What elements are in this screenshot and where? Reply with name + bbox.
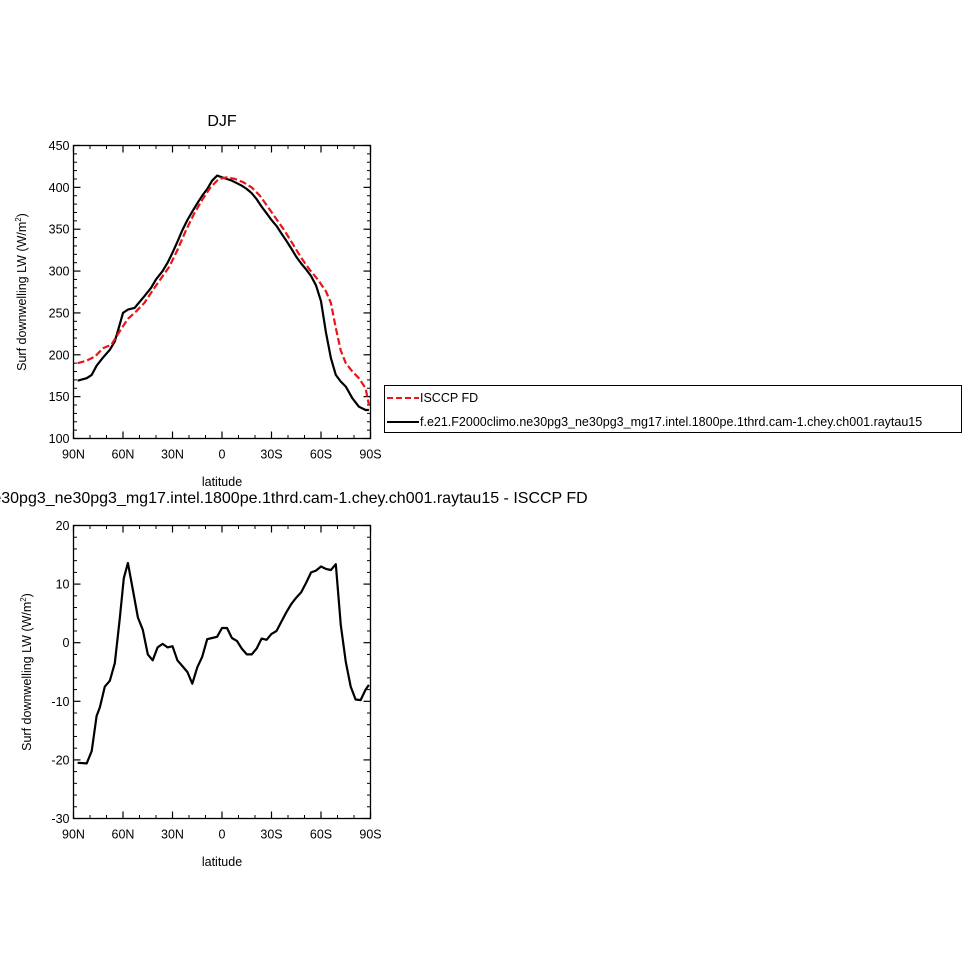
bottom-x-tick-label: 30S [260,828,282,842]
top-y-tick-label: 300 [49,265,70,279]
legend: ISCCP FD f.e21.F2000climo.ne30pg3_ne30pg… [384,385,962,433]
top-y-tick-label: 100 [49,432,70,446]
top-x-axis-label: latitude [202,475,242,489]
bottom-y-tick-label: -10 [51,695,69,709]
bottom-x-tick-label: 60N [112,828,135,842]
top-x-tick-label: 0 [219,448,226,462]
bottom-x-axis-label: latitude [202,855,242,869]
top-y-tick-label: 350 [49,223,70,237]
bottom-series-line-0 [77,561,370,765]
bottom-y-tick-label: 10 [56,578,70,592]
bottom-panel: f.e21.F2000climo.ne30pg3_ne30pg3_mg17.in… [0,490,588,869]
top-x-tick-label: 30N [161,448,184,462]
top-y-tick-label: 250 [49,306,70,320]
bottom-x-tick-label: 90N [62,828,85,842]
top-y-tick-label: 200 [49,348,70,362]
top-series-lines [77,174,370,412]
legend-label-isccp: ISCCP FD [420,391,478,405]
bottom-x-tick-label: 60S [310,828,332,842]
bottom-x-tick-label: 0 [219,828,226,842]
bottom-chart-title: f.e21.F2000climo.ne30pg3_ne30pg3_mg17.in… [0,490,588,507]
top-y-tick-label: 450 [49,139,70,153]
legend-box [384,385,962,433]
top-x-tick-label: 60S [310,448,332,462]
top-y-tick-label: 150 [49,390,70,404]
bottom-y-tick-label: -20 [51,753,69,767]
bottom-series-lines [77,561,370,765]
top-axis-ticks: 90N 60N 30N 0 30S 60S 90S 100 150 200 250 300 350 400… [49,139,382,462]
bottom-y-tick-label: 0 [63,636,70,650]
bottom-x-tick-label: 30N [161,828,184,842]
bottom-y-tick-label: -30 [51,812,69,826]
bottom-axis-ticks: 90N 60N 30N 0 30S 60S 90S -30 -20 -10 0 10 20 [51,519,381,842]
top-plot-frame [72,144,372,440]
bottom-y-tick-label: 20 [56,519,70,533]
bottom-x-tick-label: 90S [359,828,381,842]
top-y-tick-label: 400 [49,181,70,195]
top-series-line-0 [77,176,370,406]
top-x-tick-label: 90S [359,448,381,462]
top-y-axis-label: Surf downwelling LW (W/m2) [14,213,29,371]
bottom-y-axis-label: Surf downwelling LW (W/m2) [19,593,34,751]
top-x-tick-label: 30S [260,448,282,462]
top-series-line-1 [77,174,369,412]
top-x-tick-label: 60N [112,448,135,462]
legend-label-model: f.e21.F2000climo.ne30pg3_ne30pg3_mg17.in… [420,415,922,429]
bottom-plot-frame [72,524,372,820]
top-panel: DJF 90N 60N 30N 0 30S 60S 90S 100 150 200 250 300 35… [14,113,962,489]
top-chart-title: DJF [207,113,237,130]
top-x-tick-label: 90N [62,448,85,462]
